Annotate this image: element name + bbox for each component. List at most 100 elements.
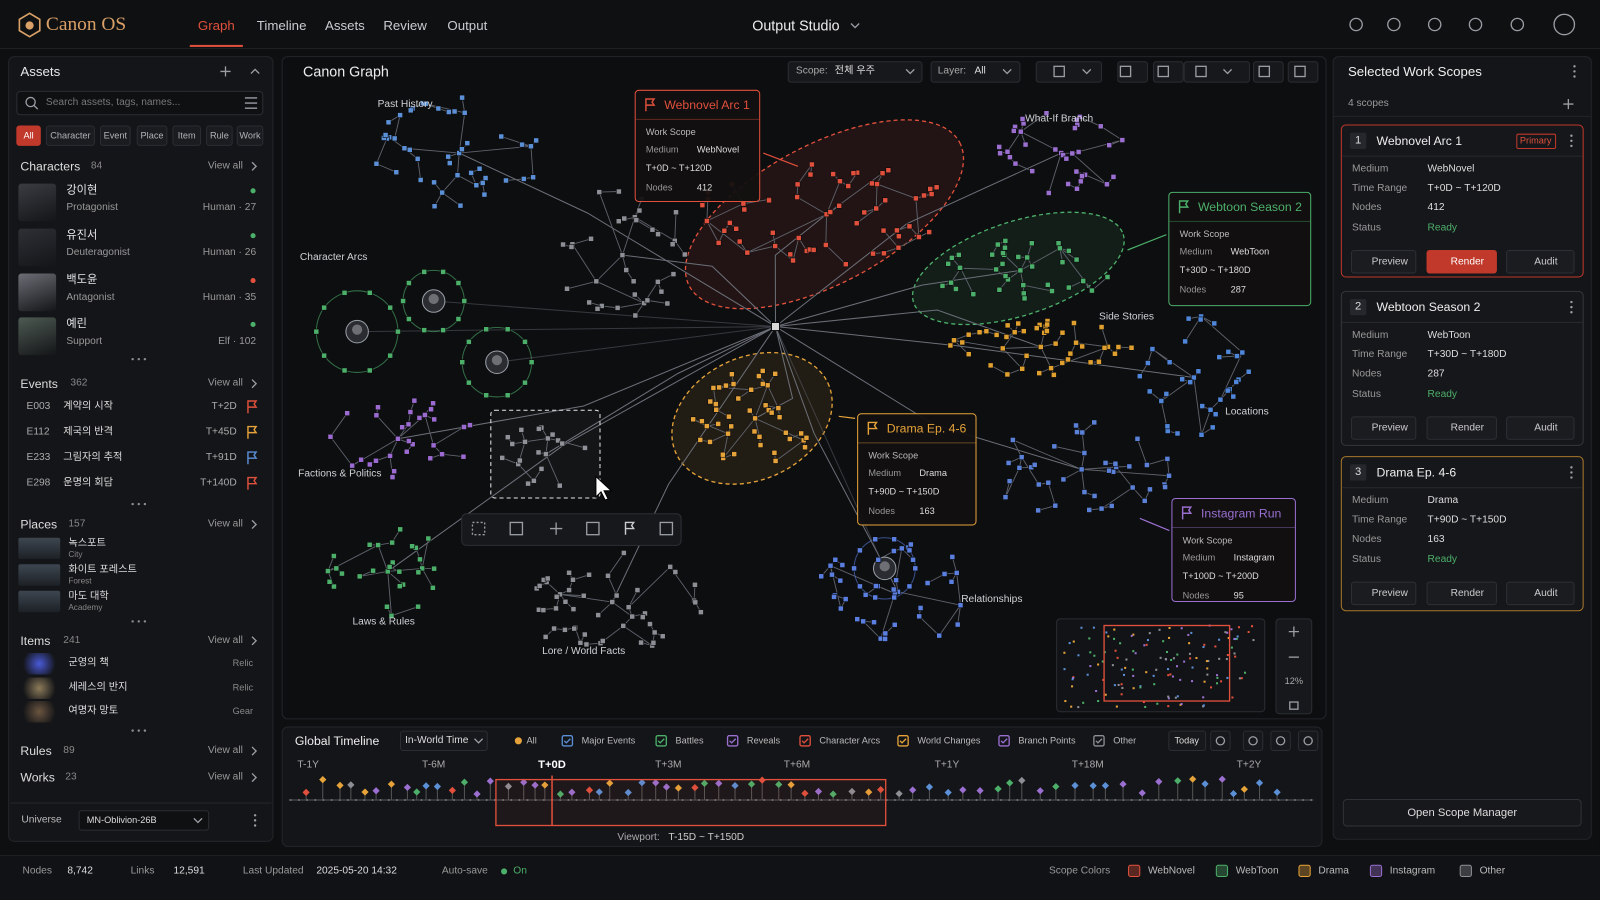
filter-chip[interactable] [99,125,131,146]
event-time: T+91D [205,452,237,464]
nav-tab[interactable]: Assets [324,17,365,34]
card-button-label[interactable]: Audit [1534,256,1558,268]
callout-kind: Work Scope [1182,535,1233,546]
icon-button[interactable] [1117,61,1148,83]
callout-medium: WebToon [1230,246,1270,257]
icon-button[interactable] [1297,730,1319,752]
card-button[interactable] [1506,581,1575,606]
view-all[interactable]: View all [207,771,243,783]
layer-dropdown[interactable] [930,61,1021,83]
card-button-label[interactable]: Preview [1371,587,1408,599]
event-id: E298 [26,477,51,489]
manager-label[interactable]: Open Scope Manager [1407,806,1518,819]
field-label: Nodes [1352,202,1382,214]
panel-title: Assets [20,63,61,80]
card-button[interactable] [1426,416,1497,440]
search-box[interactable] [16,90,264,116]
filter-chip[interactable] [236,125,264,146]
icon-button[interactable] [1210,730,1231,752]
filter-label[interactable]: Reveals [746,735,781,746]
card-button[interactable] [1506,416,1575,440]
field-label: Status [1352,222,1381,234]
filter-label[interactable]: Rule [209,130,229,141]
filter-label[interactable]: Event [103,130,128,141]
filter-chip[interactable] [16,125,41,146]
view-all[interactable]: View all [207,160,243,172]
nav-tab[interactable]: Timeline [256,17,307,34]
place-name: 녹스포트 [68,537,106,549]
event-name: 제국의 반격 [63,426,114,438]
filter-label[interactable]: Battles [675,735,704,746]
view-all[interactable]: View all [207,634,243,646]
avatar [18,183,57,222]
field-value: 163 [1427,533,1445,545]
card-button[interactable] [1426,249,1497,274]
nav-tab[interactable]: Review [383,17,427,34]
icon-button[interactable] [1035,61,1103,83]
scope-dropdown[interactable] [787,61,923,83]
tick-label: T+0D [538,758,566,771]
primary-badge [1516,133,1557,149]
filter-chip[interactable] [136,125,168,146]
card-button-label[interactable]: Render [1450,422,1485,434]
character-meta: Human · 35 [202,291,257,304]
scope-count: 4 scopes [1347,97,1389,110]
card-button[interactable] [1426,581,1497,606]
filter-label[interactable]: Item [177,130,196,141]
view-all[interactable]: View all [207,377,243,389]
icon-button[interactable] [1242,730,1264,752]
assets-panel [8,56,274,842]
view-all[interactable]: View all [207,518,243,530]
card-button-label[interactable]: Render [1450,587,1485,599]
workspace-title[interactable]: Output Studio [752,17,840,34]
today-button[interactable] [1168,730,1207,752]
card-button-label[interactable]: Audit [1534,587,1558,599]
filter-label[interactable]: World Changes [917,735,981,746]
filter-label[interactable]: Character Arcs [819,735,881,746]
callout-title: Webnovel Arc 1 [664,97,750,113]
filter-chip[interactable] [206,125,233,146]
card-button[interactable] [1351,581,1417,606]
time-mode-dropdown[interactable] [399,730,488,752]
filter-chip[interactable] [45,125,95,146]
scope-manager-button[interactable] [1342,798,1582,827]
callout-field: Medium [1182,552,1216,563]
tick-label: T+3M [655,759,682,771]
nav-tab[interactable]: Graph [197,17,235,34]
card-button-label[interactable]: Render [1450,256,1485,268]
icon-button[interactable] [1153,61,1184,83]
today-label[interactable]: Today [1174,735,1199,746]
field-label: Medium [1352,494,1389,507]
universe-dropdown[interactable] [78,810,210,831]
icon-button[interactable] [1183,61,1250,83]
filter-chip[interactable] [172,125,202,146]
card-button-label[interactable]: Audit [1534,422,1558,434]
nav-tab[interactable]: Output [447,17,488,34]
event-time: T+2D [211,401,237,413]
item-thumb [18,677,61,699]
region-label: Relationships [961,593,1023,606]
filter-label[interactable]: All [526,735,537,746]
card-button-label[interactable]: Preview [1371,256,1408,268]
card-button[interactable] [1351,416,1417,440]
icon-button[interactable] [1253,61,1284,83]
field-value: Ready [1427,222,1458,234]
filter-label[interactable]: Character [50,130,91,141]
card-button-label[interactable]: Preview [1371,422,1408,434]
card-title: Webtoon Season 2 [1376,299,1481,315]
field-label: Time Range [1352,182,1408,194]
filter-label[interactable]: Other [1113,735,1137,746]
card-button[interactable] [1351,249,1417,274]
filter-label[interactable]: Place [140,130,164,141]
filter-label[interactable]: Branch Points [1018,735,1076,746]
item-name: 군영의 책 [68,657,109,669]
filter-label[interactable]: Work [239,130,261,141]
field-value: T+30D ~ T+180D [1427,348,1507,361]
card-button[interactable] [1506,249,1575,274]
filter-label[interactable]: All [23,130,34,141]
filter-label[interactable]: Major Events [581,735,636,746]
icon-button[interactable] [1270,730,1291,752]
view-all[interactable]: View all [207,744,243,757]
icon-button[interactable] [1287,61,1319,83]
item-type: Gear [232,705,254,716]
